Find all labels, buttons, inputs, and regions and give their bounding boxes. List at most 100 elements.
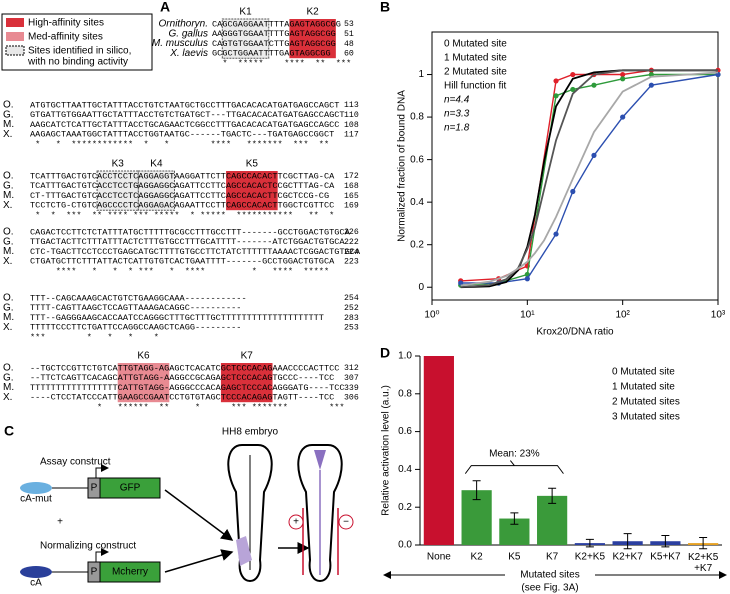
sequence: TTTT-CAGTTAAGCTCCAGTTAAAGACAGGC---------…: [30, 303, 241, 313]
position: 169: [344, 202, 359, 211]
position: 113: [344, 101, 359, 110]
species: X.: [3, 392, 12, 403]
species: M. musculus: [152, 38, 208, 49]
legend-label: n=4.4: [444, 95, 470, 106]
data-point: [553, 231, 559, 237]
y-tick-label: 0.2: [398, 502, 412, 513]
cathode-sign: −: [343, 517, 349, 528]
error-bar: [699, 536, 708, 550]
data-point: [591, 82, 597, 88]
legend-label: 0 Mutated site: [612, 367, 675, 378]
bar: [423, 356, 454, 545]
fit-curve: [460, 71, 719, 287]
legend-label: 2 Mutated site: [444, 67, 507, 78]
position: 306: [344, 394, 359, 403]
label-bg: [505, 567, 595, 581]
legend-label: 0 Mutated site: [444, 39, 507, 50]
legend-label: Med-affinity sites: [28, 32, 103, 43]
x-tick-label: K7: [546, 552, 559, 563]
conservation: * * *** ** **** *** ***** * ***** ******…: [30, 210, 334, 220]
sequence: ATGTGCTTAATTGCTATTTACCTGTCTAATGCTGCCTTTG…: [30, 100, 339, 110]
position: 312: [344, 364, 359, 373]
site-box: [289, 19, 336, 59]
sequence: TTTTTTTTTTTTTTTTTCATTGTAGG-AGGGCCCACAGAG…: [30, 383, 345, 393]
annotation: Mean: 23%: [489, 448, 540, 459]
species: M.: [3, 382, 14, 393]
brace: [464, 460, 564, 474]
data-line: [460, 73, 718, 286]
x-tick-label: K2+K5: [575, 552, 606, 563]
bar: [537, 495, 568, 545]
species: O.: [3, 100, 14, 111]
y-tick-label: 0.4: [410, 197, 424, 208]
conservation: * ***** **** ** ***: [212, 58, 351, 68]
site-label: K4: [150, 159, 163, 170]
species: X.: [3, 129, 12, 140]
sequence: CT-TTTGACTGTCACCTCCTCAGGAGGCAGATTCCTTCAG…: [30, 191, 329, 201]
position: 254: [344, 294, 359, 303]
plus: +: [57, 517, 63, 528]
species: G.: [3, 302, 14, 313]
anode-sign: +: [293, 517, 299, 528]
panel-label: A: [160, 0, 170, 15]
expression: [314, 450, 326, 470]
panel-label: C: [4, 423, 14, 439]
position: 60: [344, 50, 354, 59]
enhancer: [20, 482, 52, 494]
position: 339: [344, 384, 359, 393]
position: 223: [344, 258, 359, 267]
position: 252: [344, 304, 359, 313]
panel-b: B 10⁰ 10¹ 10² 10³ 0 0.2 0.4 0.6 0.8 1 Krox20/DNA ra…: [380, 0, 726, 338]
legend-label: Hill function fit: [444, 81, 506, 92]
species: O.: [3, 293, 14, 304]
x-tick-label: 10³: [711, 310, 726, 321]
sequence: --TTCTCAGTTCACAGCATTGTAGG-AAGGCCGCAGAGCT…: [30, 373, 334, 383]
x-tick-label: 10⁰: [424, 310, 439, 321]
y-tick-label: 0.6: [410, 154, 424, 165]
y-tick-label: 0.2: [410, 239, 424, 250]
data-point: [553, 93, 559, 99]
sequence: TCATTTGACTGTCACCTCCTGAGGAGGCAGATTCCTTCAG…: [30, 181, 335, 191]
data-point: [570, 188, 576, 195]
sequence: AAGCATCTCATTGCTATTTACCTGCAGAACTCGGCCTTTG…: [30, 120, 339, 130]
position: 307: [344, 374, 359, 383]
position: 253: [344, 324, 359, 333]
promoter-label: P: [91, 483, 98, 494]
assay-label: Assay construct: [40, 457, 111, 468]
species: M.: [3, 190, 14, 201]
legend-label: 1 Mutated site: [612, 382, 675, 393]
species: X.: [3, 256, 12, 267]
species: X.: [3, 322, 12, 333]
sequence: CTGATGCTTCTTTATTACTCATTGTGTCACTGAATTTT--…: [30, 257, 335, 267]
x-axis-note: (see Fig. 3A): [521, 583, 578, 594]
sequence: --TGCTCCGTTCTGTCATTGTAGG-AGAGCTCACATCGCT…: [30, 363, 339, 373]
site-label: K1: [239, 7, 252, 18]
legend-label: Sites identified in silico,: [28, 46, 131, 57]
legend-swatch: [6, 18, 24, 27]
gfp-box: [99, 477, 161, 499]
error-bar: [548, 487, 557, 504]
sequence: TTT--GAGGGAAGCACCAATCCAGGGCTTTGCTTTGCTTT…: [30, 313, 324, 323]
sequence: CAGACTCCTTCTCTATTTATGCTTTTTGCGCCTTTGCCTT…: [30, 227, 351, 237]
fit-curve: [460, 69, 718, 289]
species: M.: [3, 312, 14, 323]
position: 222: [344, 238, 359, 247]
legend-label: n=3.3: [444, 109, 470, 120]
position: 165: [344, 192, 359, 201]
site-box: [220, 363, 273, 403]
sequence: TCCTCTG-CTGTCAGCCCCTCAGGAGACAGAATTCCTTCA…: [30, 201, 334, 211]
panel-c: C HH8 embryo Assay construct cA-mut P GF…: [4, 423, 354, 589]
species: Ornithoryn.: [159, 19, 208, 30]
data-point: [570, 86, 576, 93]
sequence: TTGACTACTTCTTTATTTACTCTTTGTGCCTTTGCATTTT…: [30, 237, 345, 247]
position: 117: [344, 131, 359, 140]
site-label: K7: [241, 351, 254, 362]
site-box: [137, 170, 175, 211]
data-line: [460, 69, 718, 282]
site-label: K5: [246, 159, 259, 170]
enhancer-label: cA: [30, 578, 42, 589]
legend-label: n=1.8: [444, 123, 470, 134]
data-point: [524, 276, 530, 282]
y-tick-label: 1: [418, 69, 424, 80]
legend-label: 3 Mutated sites: [612, 412, 680, 423]
